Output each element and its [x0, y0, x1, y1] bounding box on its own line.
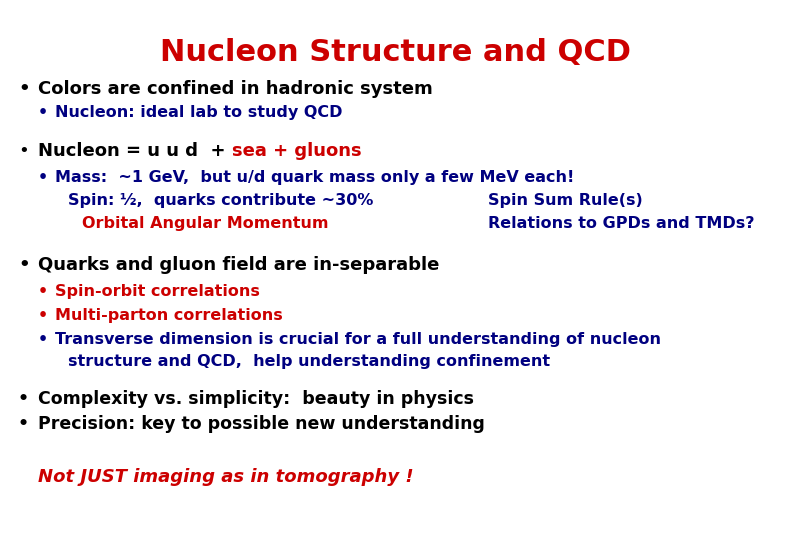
Text: sea + gluons: sea + gluons: [232, 142, 361, 160]
Text: Colors are confined in hadronic system: Colors are confined in hadronic system: [38, 80, 432, 98]
Text: •: •: [38, 105, 48, 120]
Text: •: •: [38, 332, 48, 347]
Text: Mass:  ~1 GeV,  but u/d quark mass only a few MeV each!: Mass: ~1 GeV, but u/d quark mass only a …: [55, 170, 574, 185]
Text: structure and QCD,  help understanding confinement: structure and QCD, help understanding co…: [68, 354, 550, 369]
Text: Spin Sum Rule(s): Spin Sum Rule(s): [488, 193, 643, 208]
Text: Relations to GPDs and TMDs?: Relations to GPDs and TMDs?: [488, 216, 755, 231]
Text: Orbital Angular Momentum: Orbital Angular Momentum: [82, 216, 329, 231]
Text: Complexity vs. simplicity:  beauty in physics: Complexity vs. simplicity: beauty in phy…: [38, 390, 474, 408]
Text: •: •: [18, 80, 29, 98]
Text: Nucleon: ideal lab to study QCD: Nucleon: ideal lab to study QCD: [55, 105, 342, 120]
Text: Nucleon = u u d  +: Nucleon = u u d +: [38, 142, 232, 160]
Text: •: •: [18, 142, 29, 160]
Text: Spin-orbit correlations: Spin-orbit correlations: [55, 284, 260, 299]
Text: Quarks and gluon field are in-separable: Quarks and gluon field are in-separable: [38, 256, 440, 274]
Text: •: •: [38, 170, 48, 185]
Text: •: •: [38, 284, 48, 299]
Text: Not JUST imaging as in tomography !: Not JUST imaging as in tomography !: [38, 468, 413, 486]
Text: Transverse dimension is crucial for a full understanding of nucleon: Transverse dimension is crucial for a fu…: [55, 332, 661, 347]
Text: Spin: ½,  quarks contribute ~30%: Spin: ½, quarks contribute ~30%: [68, 193, 373, 208]
Text: Nucleon Structure and QCD: Nucleon Structure and QCD: [161, 38, 631, 67]
Text: Precision: key to possible new understanding: Precision: key to possible new understan…: [38, 415, 485, 433]
Text: •: •: [18, 390, 29, 408]
Text: •: •: [18, 415, 29, 433]
Text: •: •: [18, 256, 29, 274]
Text: Multi-parton correlations: Multi-parton correlations: [55, 308, 283, 323]
Text: •: •: [38, 308, 48, 323]
